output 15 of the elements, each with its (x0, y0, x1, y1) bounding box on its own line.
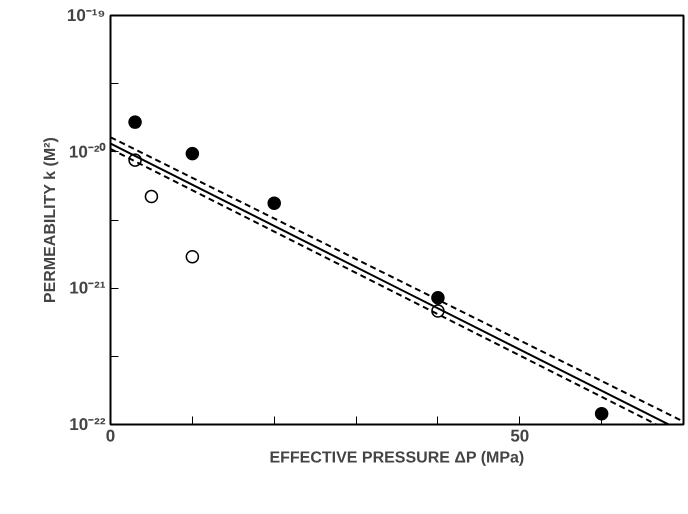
point (267, 196, 281, 210)
point (144, 190, 158, 204)
x-tick-label: 0 (106, 426, 116, 446)
point (431, 291, 445, 305)
y-tick-label: 10⁻²² (69, 415, 106, 434)
point (186, 146, 200, 160)
y-tick-label: 10⁻²¹ (69, 278, 106, 298)
y-tick-label: 10⁻¹⁹ (66, 6, 106, 25)
point (186, 250, 200, 264)
y-tick-label: 10⁻²⁰ (68, 142, 106, 162)
point (594, 406, 608, 420)
point (128, 115, 142, 129)
x-axis-title: EFFECTIVE PRESSURE ΔP (MPa) (269, 450, 524, 466)
x-tick-label: 50 (510, 426, 530, 446)
y-axis-title: PERMEABILITY k (M²) (42, 137, 59, 304)
